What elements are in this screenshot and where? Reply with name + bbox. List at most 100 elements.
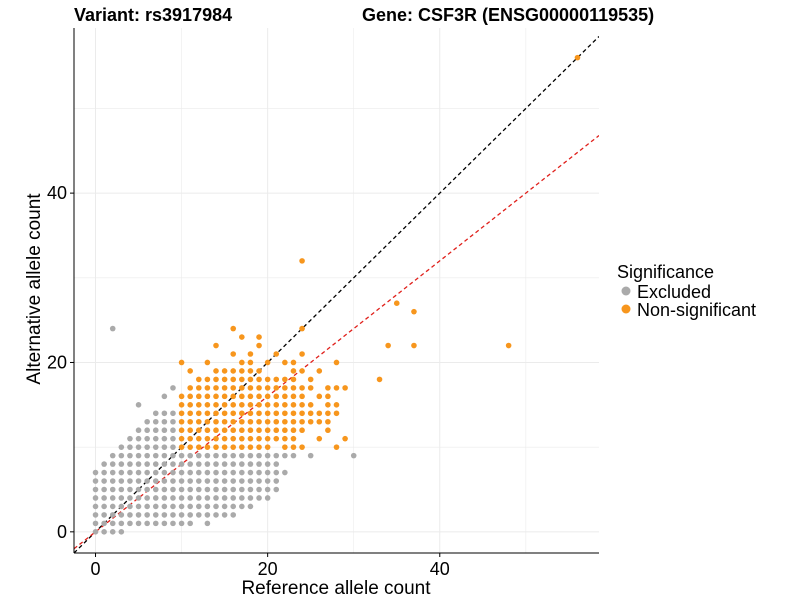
grid xyxy=(74,28,599,553)
point-non-significant xyxy=(290,410,297,417)
point-excluded xyxy=(170,469,176,476)
point-non-significant xyxy=(256,393,262,400)
point-excluded xyxy=(256,478,262,484)
point-non-significant xyxy=(316,418,323,425)
point-non-significant xyxy=(204,376,211,383)
point-excluded xyxy=(247,495,254,501)
point-non-significant xyxy=(213,418,219,425)
point-excluded xyxy=(101,529,107,535)
point-non-significant xyxy=(195,418,202,425)
point-excluded xyxy=(204,520,211,527)
point-excluded xyxy=(135,495,142,501)
point-excluded xyxy=(101,486,107,493)
point-non-significant xyxy=(273,402,280,408)
point-excluded xyxy=(221,503,228,510)
point-excluded xyxy=(152,427,159,434)
point-excluded xyxy=(213,512,219,518)
point-non-significant xyxy=(247,427,254,434)
point-excluded xyxy=(195,486,202,493)
point-non-significant xyxy=(221,393,228,400)
point-excluded xyxy=(109,512,116,518)
point-excluded xyxy=(92,520,99,527)
point-excluded xyxy=(221,461,228,467)
point-non-significant xyxy=(273,418,280,425)
point-non-significant xyxy=(187,368,193,374)
point-non-significant xyxy=(307,418,314,425)
point-non-significant xyxy=(282,385,288,391)
point-excluded xyxy=(161,435,168,442)
point-non-significant xyxy=(342,435,348,442)
point-excluded xyxy=(282,452,288,459)
point-non-significant xyxy=(290,385,297,391)
point-non-significant xyxy=(574,54,581,61)
point-non-significant xyxy=(256,342,262,349)
point-non-significant xyxy=(221,427,228,434)
point-non-significant xyxy=(230,427,237,434)
reference-lines xyxy=(74,36,599,553)
point-non-significant xyxy=(342,385,348,391)
point-non-significant xyxy=(230,385,237,391)
point-excluded xyxy=(230,503,237,510)
point-excluded xyxy=(247,452,254,459)
y-tick-label: 0 xyxy=(57,522,67,542)
point-non-significant xyxy=(178,435,185,442)
point-excluded xyxy=(109,495,116,501)
legend-label-non-significant: Non-significant xyxy=(637,300,756,320)
point-excluded xyxy=(135,452,142,459)
point-excluded xyxy=(187,461,193,467)
point-excluded xyxy=(247,503,254,510)
point-excluded xyxy=(135,402,142,408)
point-non-significant xyxy=(282,418,288,425)
point-non-significant xyxy=(290,402,297,408)
point-non-significant xyxy=(273,393,280,400)
point-excluded xyxy=(144,427,150,434)
point-excluded xyxy=(213,495,219,501)
point-excluded xyxy=(264,469,271,476)
point-excluded xyxy=(221,486,228,493)
point-excluded xyxy=(152,512,159,518)
point-non-significant xyxy=(273,427,280,434)
x-tick-label: 20 xyxy=(258,559,278,579)
point-non-significant xyxy=(256,427,262,434)
y-axis-title: Alternative allele count xyxy=(24,193,45,385)
point-non-significant xyxy=(325,418,331,425)
point-non-significant xyxy=(333,410,340,417)
point-non-significant xyxy=(230,402,237,408)
point-non-significant xyxy=(221,435,228,442)
point-excluded xyxy=(135,427,142,434)
point-non-significant xyxy=(273,376,280,383)
point-excluded xyxy=(92,512,99,518)
point-non-significant xyxy=(282,359,288,366)
point-non-significant xyxy=(307,402,314,408)
point-excluded xyxy=(109,469,116,476)
point-non-significant xyxy=(187,435,193,442)
point-excluded xyxy=(135,478,142,484)
point-non-significant xyxy=(213,393,219,400)
point-non-significant xyxy=(187,410,193,417)
point-excluded xyxy=(101,512,107,518)
point-excluded xyxy=(239,503,245,510)
y-tick-label: 40 xyxy=(47,183,67,203)
point-excluded xyxy=(187,512,193,518)
point-non-significant xyxy=(299,427,305,434)
point-excluded xyxy=(170,435,176,442)
point-excluded xyxy=(195,478,202,484)
point-non-significant xyxy=(376,376,383,383)
point-non-significant xyxy=(213,435,219,442)
point-non-significant xyxy=(273,385,280,391)
point-excluded xyxy=(187,495,193,501)
point-non-significant xyxy=(264,427,271,434)
point-excluded xyxy=(256,469,262,476)
point-excluded xyxy=(127,495,133,501)
legend: Significance Excluded Non-significant xyxy=(617,262,756,320)
point-non-significant xyxy=(247,351,254,357)
point-non-significant xyxy=(256,418,262,425)
point-excluded xyxy=(178,478,185,484)
point-non-significant xyxy=(187,444,193,450)
point-non-significant xyxy=(282,427,288,434)
point-non-significant xyxy=(204,444,211,450)
point-excluded xyxy=(187,503,193,510)
point-non-significant xyxy=(333,385,340,391)
point-excluded xyxy=(101,469,107,476)
point-excluded xyxy=(247,461,254,467)
